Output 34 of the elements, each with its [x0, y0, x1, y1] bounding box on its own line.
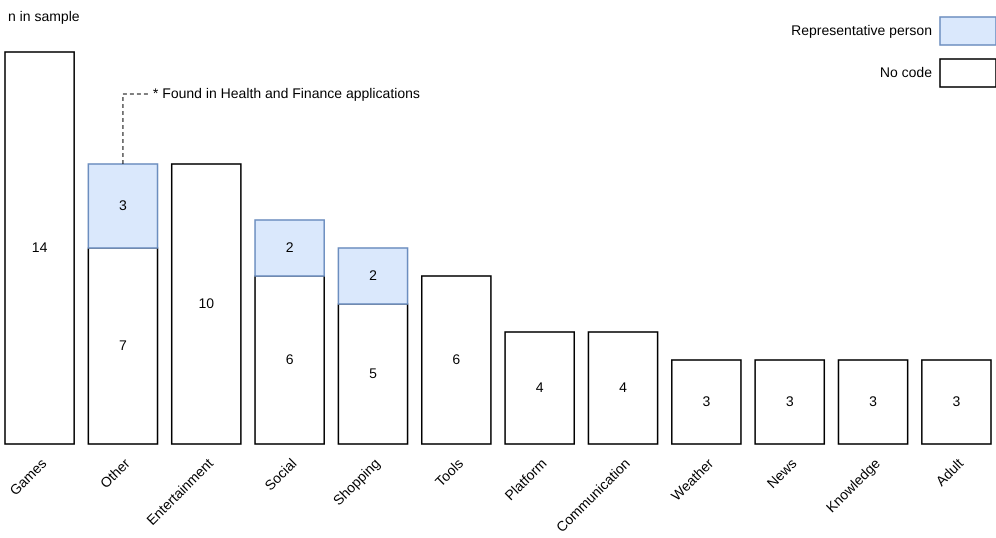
- data-label: 6: [452, 351, 460, 367]
- bar: [420, 275, 492, 445]
- bar: [338, 303, 408, 445]
- data-label: 3: [869, 393, 878, 409]
- data-label: 14: [32, 239, 48, 255]
- data-label: 3: [702, 393, 710, 409]
- bar: [338, 247, 408, 305]
- bar: [4, 51, 75, 445]
- data-label: 2: [369, 267, 378, 283]
- data-label: 7: [119, 337, 128, 353]
- data-label: 6: [286, 351, 294, 367]
- bar: [170, 163, 242, 445]
- bar: [254, 275, 325, 445]
- bar: [671, 359, 742, 445]
- bar: [838, 359, 908, 445]
- bar: [754, 359, 826, 445]
- data-label: 5: [369, 365, 378, 381]
- data-label: 3: [786, 393, 794, 409]
- bar: [254, 219, 325, 277]
- y-axis-title: n in sample: [8, 8, 80, 24]
- bar: [88, 163, 158, 249]
- data-label: 3: [952, 393, 961, 409]
- bar: [88, 247, 158, 445]
- legend-label: No code: [880, 64, 932, 80]
- bar: [588, 331, 658, 445]
- data-label: 3: [119, 197, 128, 213]
- legend-label: Representative person: [791, 22, 932, 38]
- data-label: 10: [198, 295, 214, 311]
- bar: [921, 359, 992, 445]
- annotation: * Found in Health and Finance applications: [152, 85, 420, 101]
- bar: [504, 331, 576, 445]
- data-label: 2: [286, 239, 294, 255]
- data-label: 4: [619, 379, 628, 395]
- data-label: 4: [536, 379, 544, 395]
